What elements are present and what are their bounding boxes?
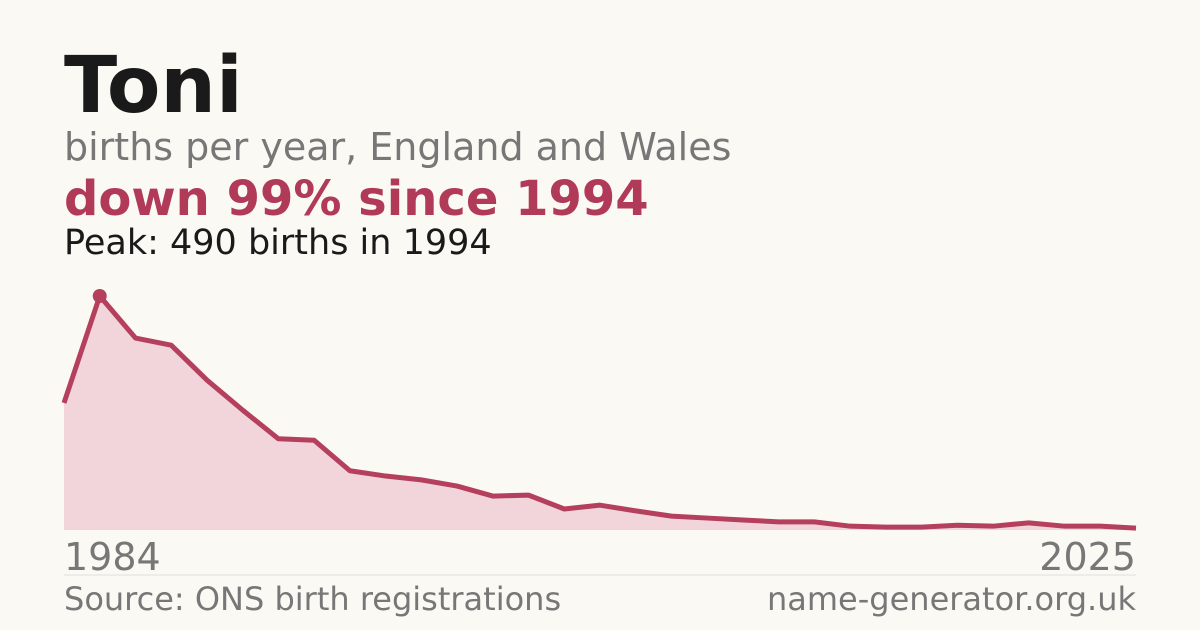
area-fill [64, 296, 1136, 530]
chart-title: Toni [64, 41, 243, 131]
chart-subtitle: births per year, England and Wales [64, 125, 731, 169]
site: name-generator.org.uk [767, 580, 1136, 618]
x-tick-label: 2025 [1039, 535, 1136, 579]
annotation: Peak: 490 births in 1994 [64, 223, 492, 263]
source: Source: ONS birth registrations [64, 580, 561, 618]
headline: down 99% since 1994 [64, 171, 649, 227]
line [61, 293, 1137, 531]
x-tick-label: 1984 [64, 535, 161, 579]
peak-marker [92, 289, 107, 303]
